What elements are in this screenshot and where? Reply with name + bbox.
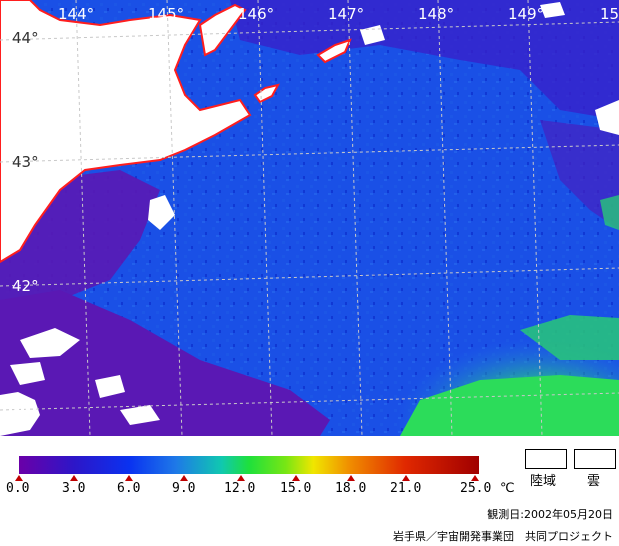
- cold-water-east: [540, 120, 619, 230]
- cloud-label: 雲: [587, 474, 601, 489]
- temperature-colorbar: [19, 456, 479, 474]
- colorbar-tick: [471, 475, 479, 481]
- cold-water-southwest: [0, 290, 330, 436]
- lon-label-145: 145°: [148, 5, 184, 23]
- colorbar-tick-label: 15.0: [280, 481, 312, 496]
- colorbar-tick-label: 21.0: [390, 481, 422, 496]
- lat-label-43: 43°: [12, 153, 39, 171]
- cold-water-north: [230, 0, 619, 120]
- colorbar-tick-label: 25.0: [460, 481, 492, 496]
- lon-label-148: 148°: [418, 5, 454, 23]
- colorbar-tick-label: 0.0: [6, 481, 30, 496]
- colorbar-tick-label: 6.0: [117, 481, 141, 496]
- graticule: [0, 0, 619, 436]
- cloud-patches: [10, 2, 619, 425]
- colorbar-tick: [125, 475, 133, 481]
- colorbar-tick-label: 12.0: [224, 481, 256, 496]
- colorbar-tick-label: 3.0: [62, 481, 86, 496]
- lat-label-44: 44°: [12, 29, 39, 47]
- colorbar-tick: [180, 475, 188, 481]
- sea-surface-temperature-map: 144° 145° 146° 147° 148° 149° 15 44° 43°…: [0, 0, 619, 436]
- legend: 0.0 3.0 6.0 9.0 12.0 15.0 18.0 21.0 25.0…: [0, 436, 619, 546]
- lon-label-150: 15: [600, 5, 619, 23]
- colorbar-tick: [347, 475, 355, 481]
- colorbar-tick-label: 9.0: [172, 481, 196, 496]
- land-honshu: [0, 392, 40, 436]
- credit-text: 岩手県／宇宙開発事業団 共同プロジェクト: [393, 530, 613, 543]
- warm-water-southeast: [400, 375, 619, 436]
- colorbar-tick-label: 18.0: [335, 481, 367, 496]
- land-label: 陸域: [530, 474, 557, 489]
- colorbar-tick: [70, 475, 78, 481]
- colorbar-tick: [15, 475, 23, 481]
- lon-label-146: 146°: [238, 5, 274, 23]
- observation-date: 観測日:2002年05月20日: [487, 508, 613, 521]
- land-hokkaido: [0, 0, 252, 264]
- land-kuril-island: [198, 3, 247, 57]
- colorbar-tick: [402, 475, 410, 481]
- lat-label-41: 41°: [12, 402, 39, 420]
- colorbar-tick: [292, 475, 300, 481]
- lon-label-144: 144°: [58, 5, 94, 23]
- lat-label-42: 42°: [12, 277, 39, 295]
- unit-label: ℃: [500, 481, 515, 496]
- land-swatch: [525, 449, 567, 469]
- lon-label-149: 149°: [508, 5, 544, 23]
- colorbar-tick: [237, 475, 245, 481]
- lon-label-147: 147°: [328, 5, 364, 23]
- cloud-swatch: [574, 449, 616, 469]
